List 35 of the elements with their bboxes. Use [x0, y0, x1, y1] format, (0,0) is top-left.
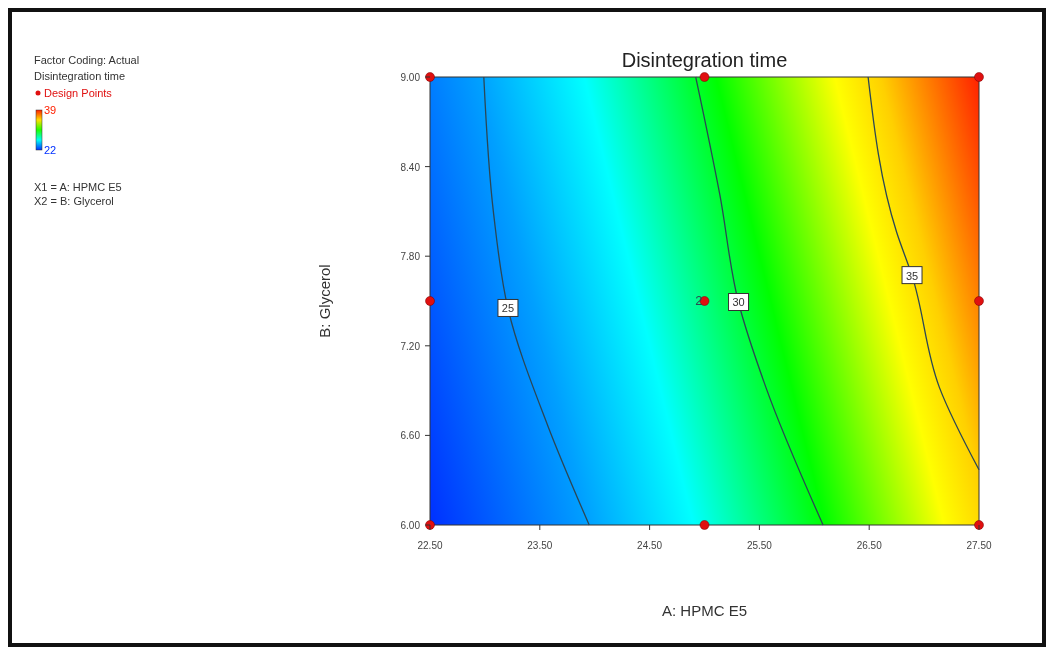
y-tick-label: 8.40	[400, 161, 421, 173]
line-series	[483, 76, 590, 526]
point	[974, 296, 984, 306]
point	[425, 72, 435, 82]
series-label: 35	[905, 269, 919, 282]
text: Design Points	[44, 87, 113, 99]
color-bar-label: 22	[44, 144, 57, 156]
y-tick-label: 6.60	[400, 430, 421, 442]
series-label: 25	[501, 302, 515, 315]
series-label: 30	[732, 296, 745, 309]
point	[425, 296, 435, 306]
y-tick-label: 9.00	[400, 72, 421, 83]
x-tick-label: 22.50	[417, 540, 443, 551]
y-tick-label: 7.20	[400, 340, 421, 352]
x-tick-label: 24.50	[637, 540, 663, 551]
point	[699, 72, 710, 82]
legend-title: Disintegration time	[34, 70, 126, 82]
x-tick-label: 25.50	[746, 540, 773, 551]
y-axis-title: B: Glycerol	[316, 264, 333, 338]
text: Factor Coding: Actual	[34, 54, 140, 66]
y-tick-label: 6.00	[400, 520, 421, 531]
line-series	[695, 76, 824, 526]
point	[974, 520, 984, 530]
x-tick-label: 27.50	[966, 540, 992, 551]
x-tick-label: 26.50	[856, 540, 883, 551]
text: X1 = A: HPMC E5	[34, 181, 122, 193]
x-tick-label: 23.50	[527, 540, 553, 551]
chart-title: Disintegration time	[621, 49, 788, 71]
point	[699, 520, 710, 530]
text: X2 = B: Glycerol	[34, 195, 114, 207]
color-bar-label: 39	[44, 104, 57, 116]
y-tick-label: 7.80	[400, 251, 421, 263]
x-axis-title: A: HPMC E5	[661, 602, 748, 619]
line-series	[867, 76, 980, 471]
point	[974, 72, 984, 82]
